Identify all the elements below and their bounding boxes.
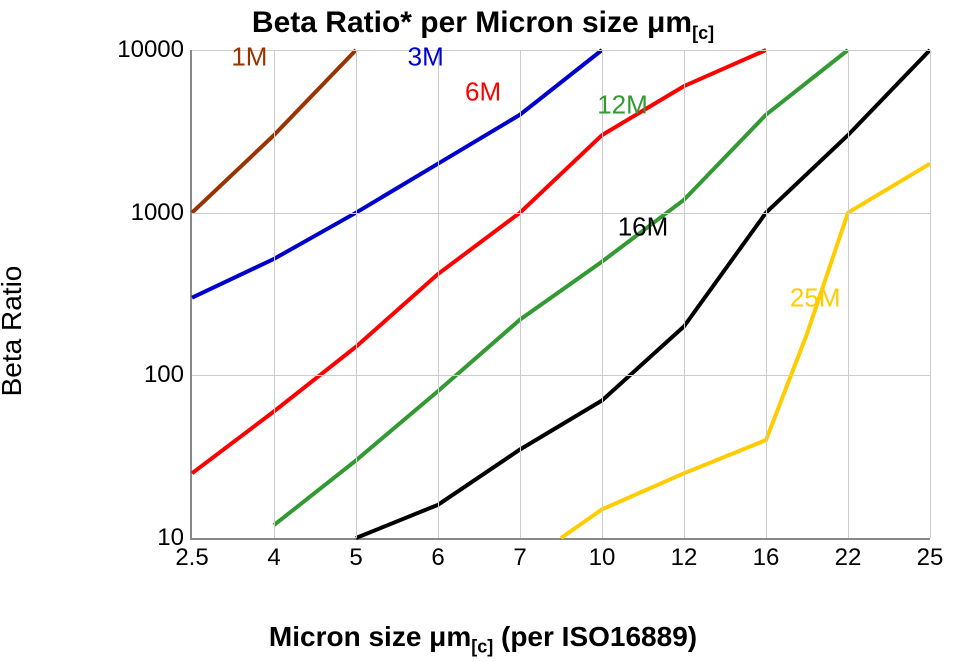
series-line-25m: [561, 164, 930, 538]
x-tick-label: 7: [513, 544, 526, 572]
gridline-h: [192, 50, 930, 51]
x-tick-label: 25: [917, 544, 944, 572]
y-tick-label: 100: [144, 361, 184, 389]
series-label-1m: 1M: [231, 42, 267, 73]
gridline-v: [520, 50, 521, 538]
x-tick-label: 10: [589, 544, 616, 572]
x-tick-label: 4: [267, 544, 280, 572]
series-label-6m: 6M: [465, 77, 501, 108]
x-tick-label: 5: [349, 544, 362, 572]
plot-wrap: 2.545671012162225101001000100001M3M6M12M…: [130, 50, 930, 570]
x-tick-label: 16: [753, 544, 780, 572]
gridline-v: [684, 50, 685, 538]
gridline-v: [274, 50, 275, 538]
series-label-12m: 12M: [597, 89, 648, 120]
gridline-v: [930, 50, 931, 538]
y-tick-label: 10: [157, 524, 184, 552]
x-tick-label: 22: [835, 544, 862, 572]
series-line-12m: [274, 50, 848, 525]
chart-container: { "chart": { "type": "line-log", "title_…: [0, 0, 966, 662]
gridline-v: [848, 50, 849, 538]
series-line-6m: [192, 50, 766, 473]
x-tick-label: 12: [671, 544, 698, 572]
series-line-16m: [356, 50, 930, 538]
series-label-25m: 25M: [790, 282, 841, 313]
x-tick-label: 6: [431, 544, 444, 572]
gridline-h: [192, 375, 930, 376]
y-tick-label: 10000: [117, 36, 184, 64]
y-tick-label: 1000: [131, 199, 184, 227]
x-axis-label: Micron size μm[c] (per ISO16889): [0, 621, 966, 658]
gridline-v: [602, 50, 603, 538]
series-line-3m: [192, 50, 602, 298]
gridline-v: [766, 50, 767, 538]
series-label-3m: 3M: [408, 42, 444, 73]
series-label-16m: 16M: [618, 211, 669, 242]
y-axis-label: Beta Ratio: [0, 266, 28, 397]
plot-area: 2.545671012162225101001000100001M3M6M12M…: [190, 50, 930, 540]
gridline-h: [192, 213, 930, 214]
gridline-v: [438, 50, 439, 538]
gridline-v: [356, 50, 357, 538]
